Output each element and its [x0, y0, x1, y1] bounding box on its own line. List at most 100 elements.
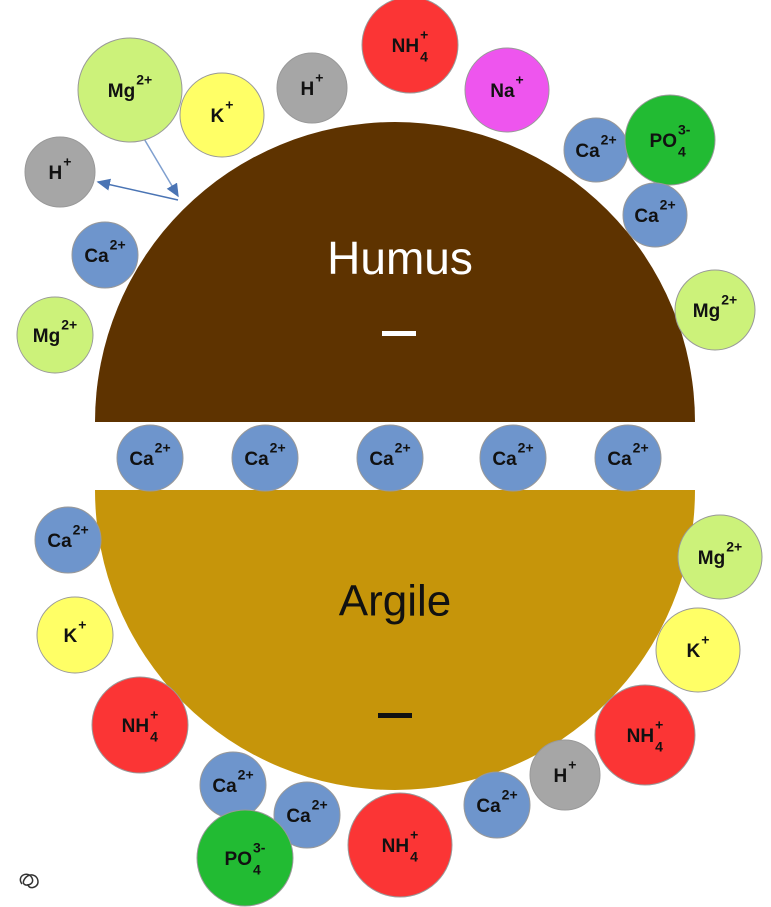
ion-charge: +: [420, 27, 428, 43]
ion-charge: 2+: [110, 237, 126, 253]
ion-symbol: Mg: [693, 301, 720, 322]
ion-symbol: Mg: [108, 81, 135, 102]
ion-symbol: PO: [650, 131, 677, 152]
ion-subscript: 4: [420, 49, 428, 65]
humus-charge: [382, 331, 416, 336]
ion-symbol: Ca: [84, 246, 109, 267]
ion: Ca2+: [72, 222, 138, 288]
ion-symbol: Ca: [47, 531, 72, 552]
ion-symbol: K: [211, 106, 225, 127]
ion-symbol: PO: [225, 849, 252, 870]
ion-charge: 2+: [726, 539, 742, 555]
ion-charge: 2+: [312, 797, 328, 813]
ion-charge: 2+: [633, 440, 649, 456]
ion-charge: 2+: [721, 292, 737, 308]
ion-subscript: 4: [655, 739, 663, 755]
ion-charge: 2+: [270, 440, 286, 456]
exchange-arrow: [140, 132, 178, 196]
ion-symbol: NH: [627, 726, 654, 747]
ion-symbol: Mg: [33, 326, 60, 347]
ion-symbol: Ca: [212, 776, 237, 797]
exchange-arrow: [98, 182, 178, 200]
ion-charge: +: [78, 617, 86, 633]
ion-charge: 2+: [660, 197, 676, 213]
ion: K+: [180, 73, 264, 157]
ion-symbol: H: [554, 766, 568, 787]
ion: Ca2+: [200, 752, 266, 818]
ion-charge: 2+: [601, 132, 617, 148]
ion-charge: 2+: [502, 787, 518, 803]
ion: PO3- 4: [197, 810, 293, 906]
ion-charge: 2+: [518, 440, 534, 456]
ion-charge: +: [315, 70, 323, 86]
ion-symbol: Ca: [575, 141, 600, 162]
ion-charge: +: [225, 97, 233, 113]
ion-symbol: Ca: [129, 449, 154, 470]
logo: [20, 874, 38, 887]
ion-symbol: Ca: [607, 449, 632, 470]
ion-charge: +: [568, 757, 576, 773]
ion: NH+4: [348, 793, 452, 897]
ion-charge: 2+: [238, 767, 254, 783]
ion-symbol: Ca: [492, 449, 517, 470]
ion: Mg2+: [678, 515, 762, 599]
ion-subscript: 4: [410, 849, 418, 865]
ion-symbol: NH: [122, 716, 149, 737]
ion: Ca2+: [117, 425, 183, 491]
ion-symbol: NH: [382, 836, 409, 857]
diagram: Humus Argile Mg2+K+H+NH+4Na+Ca2+PO3-4Ca2…: [0, 0, 771, 907]
ion-charge: 2+: [73, 522, 89, 538]
ion-charge: +: [701, 632, 709, 648]
ion-symbol: Ca: [244, 449, 269, 470]
ion: Mg2+: [17, 297, 93, 373]
ion: Ca2+: [623, 183, 687, 247]
humus-label: Humus: [327, 232, 473, 284]
ion: H+: [277, 53, 347, 123]
ion: Ca2+: [564, 118, 628, 182]
ion-symbol: Ca: [634, 206, 659, 227]
ion: K+: [656, 608, 740, 692]
ion-subscript: 4: [253, 862, 261, 878]
ion-charge: +: [63, 154, 71, 170]
ion-charge: 2+: [155, 440, 171, 456]
ion: K+: [37, 597, 113, 673]
ion: NH+4: [362, 0, 458, 93]
ion-symbol: H: [49, 163, 63, 184]
ion-symbol: Ca: [286, 806, 311, 827]
ion-charge: 2+: [61, 317, 77, 333]
ion: Ca2+: [595, 425, 661, 491]
ion: NH+4: [595, 685, 695, 785]
ion: Ca2+: [357, 425, 423, 491]
ion: Ca2+: [464, 772, 530, 838]
ion: Na+: [465, 48, 549, 132]
ion-subscript: 4: [150, 729, 158, 745]
ion-charge: +: [516, 72, 524, 88]
ion-charge: 3-: [678, 122, 691, 138]
ion-charge: +: [150, 707, 158, 723]
ion: Ca2+: [35, 507, 101, 573]
ion-symbol: Mg: [698, 548, 725, 569]
ion: Ca2+: [232, 425, 298, 491]
ion-charge: 2+: [395, 440, 411, 456]
ion: Ca2+: [480, 425, 546, 491]
ion-symbol: Na: [490, 81, 515, 102]
ion-symbol: K: [687, 641, 701, 662]
ion-charge: +: [410, 827, 418, 843]
ion-symbol: H: [301, 79, 315, 100]
ion-charge: 3-: [253, 840, 266, 856]
ion: H+: [530, 740, 600, 810]
ion: NH+4: [92, 677, 188, 773]
ion-symbol: K: [64, 626, 78, 647]
ion-symbol: NH: [392, 36, 419, 57]
ion-symbol: Ca: [476, 796, 501, 817]
ion: Mg2+: [675, 270, 755, 350]
ion: PO3- 4: [625, 95, 715, 185]
ion: Mg2+: [78, 38, 182, 142]
ion: H+: [25, 137, 95, 207]
ion-charge: +: [655, 717, 663, 733]
ion-subscript: 4: [678, 144, 686, 160]
ion-symbol: Ca: [369, 449, 394, 470]
ion-charge: 2+: [136, 72, 152, 88]
argile-charge: [378, 713, 412, 718]
argile-label: Argile: [339, 577, 452, 626]
